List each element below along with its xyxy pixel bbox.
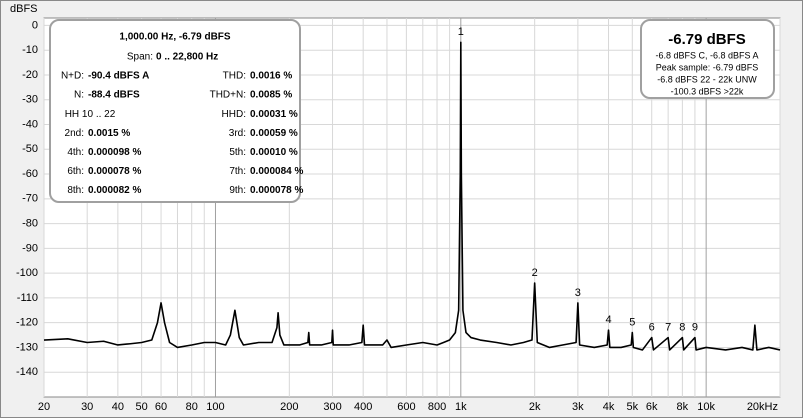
x-tick-label: 800 <box>428 401 446 413</box>
y-tick-label: 0 <box>32 19 38 31</box>
info-value: 0.000098 % <box>88 147 141 158</box>
level-line: -100.3 dBFS >22k <box>671 86 744 96</box>
info-label: HH 10 .. 22 <box>65 109 116 120</box>
info-value: 0.00059 % <box>250 128 298 139</box>
info-label: 5th: <box>229 147 246 158</box>
info-label: N+D: <box>61 71 84 82</box>
y-tick-label: -40 <box>22 118 38 130</box>
y-tick-label: -130 <box>16 341 38 353</box>
y-tick-label: -30 <box>22 94 38 106</box>
info-label: THD: <box>223 71 246 82</box>
peak-label: 4 <box>605 314 611 326</box>
x-tick-label: 400 <box>354 401 372 413</box>
info-label: N: <box>74 90 84 101</box>
info-label: 6th: <box>67 166 84 177</box>
x-tick-label: 4k <box>603 401 615 413</box>
info-label: 7th: <box>229 166 246 177</box>
level-box <box>640 19 775 99</box>
y-tick-label: -60 <box>22 168 38 180</box>
info-label: HHD: <box>222 109 246 120</box>
x-tick-label: 60 <box>155 401 167 413</box>
x-tick-label: 100 <box>206 401 224 413</box>
info-value: -88.4 dBFS <box>88 90 140 101</box>
x-tick-label: 50 <box>136 401 148 413</box>
y-tick-label: -10 <box>22 44 38 56</box>
info-value: 0.0016 % <box>250 71 292 82</box>
y-tick-label: -50 <box>22 143 38 155</box>
x-tick-label: 30 <box>81 401 93 413</box>
y-tick-label: -90 <box>22 242 38 254</box>
info-label: 3rd: <box>229 128 246 139</box>
y-tick-label: -70 <box>22 193 38 205</box>
peak-label: 6 <box>649 321 655 333</box>
info-value: 0.000082 % <box>88 185 141 196</box>
info-label: 2nd: <box>65 128 84 139</box>
peak-label: 8 <box>679 321 685 333</box>
level-title: -6.79 dBFS <box>668 31 746 48</box>
y-tick-label: -110 <box>17 292 38 304</box>
x-tick-label: 600 <box>397 401 415 413</box>
y-tick-label: -120 <box>16 317 38 329</box>
x-tick-label: 40 <box>112 401 124 413</box>
info-value: 0.0015 % <box>88 128 130 139</box>
x-tick-label: 300 <box>323 401 341 413</box>
peak-label: 1 <box>458 26 464 38</box>
info-label: 8th: <box>67 185 84 196</box>
span-value: 0 .. 22,800 Hz <box>156 52 218 63</box>
peak-label: 2 <box>532 267 538 279</box>
y-tick-label: -100 <box>16 267 38 279</box>
peak-label: 5 <box>629 317 635 329</box>
peak-label: 9 <box>692 321 698 333</box>
x-tick-label: 200 <box>280 401 298 413</box>
y-tick-label: -140 <box>16 366 38 378</box>
info-label: 4th: <box>67 147 84 158</box>
span-label: Span: <box>127 52 153 63</box>
x-tick-label: 1k <box>455 401 467 413</box>
info-value: 0.000078 % <box>88 166 141 177</box>
x-tick-label: 20kHz <box>747 401 778 413</box>
y-axis-label: dBFS <box>10 3 38 15</box>
info-value: 0.0085 % <box>250 90 292 101</box>
info-title: 1,000.00 Hz, -6.79 dBFS <box>119 32 230 43</box>
peak-label: 7 <box>665 321 671 333</box>
x-tick-label: 5k <box>626 401 638 413</box>
info-value: 0.000078 % <box>250 185 303 196</box>
spectrum-line <box>43 41 781 351</box>
info-value: 0.00031 % <box>250 109 298 120</box>
info-label: THD+N: <box>210 90 246 101</box>
info-value: 0.000084 % <box>250 166 303 177</box>
y-tick-label: -80 <box>22 218 38 230</box>
info-value: -90.4 dBFS A <box>88 71 149 82</box>
x-tick-label: 2k <box>529 401 541 413</box>
peak-label: 3 <box>575 287 581 299</box>
info-box <box>49 19 301 203</box>
y-tick-label: -20 <box>22 69 38 81</box>
level-line: -6.8 dBFS C, -6.8 dBFS A <box>655 50 758 60</box>
x-tick-label: 3k <box>572 401 584 413</box>
x-tick-label: 80 <box>186 401 198 413</box>
info-value: 0.00010 % <box>250 147 298 158</box>
x-tick-label: 10k <box>697 401 715 413</box>
x-tick-label: 8k <box>677 401 689 413</box>
info-label: 9th: <box>229 185 246 196</box>
x-tick-label: 20 <box>38 401 50 413</box>
x-tick-label: 6k <box>646 401 658 413</box>
level-line: Peak sample: -6.79 dBFS <box>656 62 759 72</box>
level-line: -6.8 dBFS 22 - 22k UNW <box>657 74 757 84</box>
